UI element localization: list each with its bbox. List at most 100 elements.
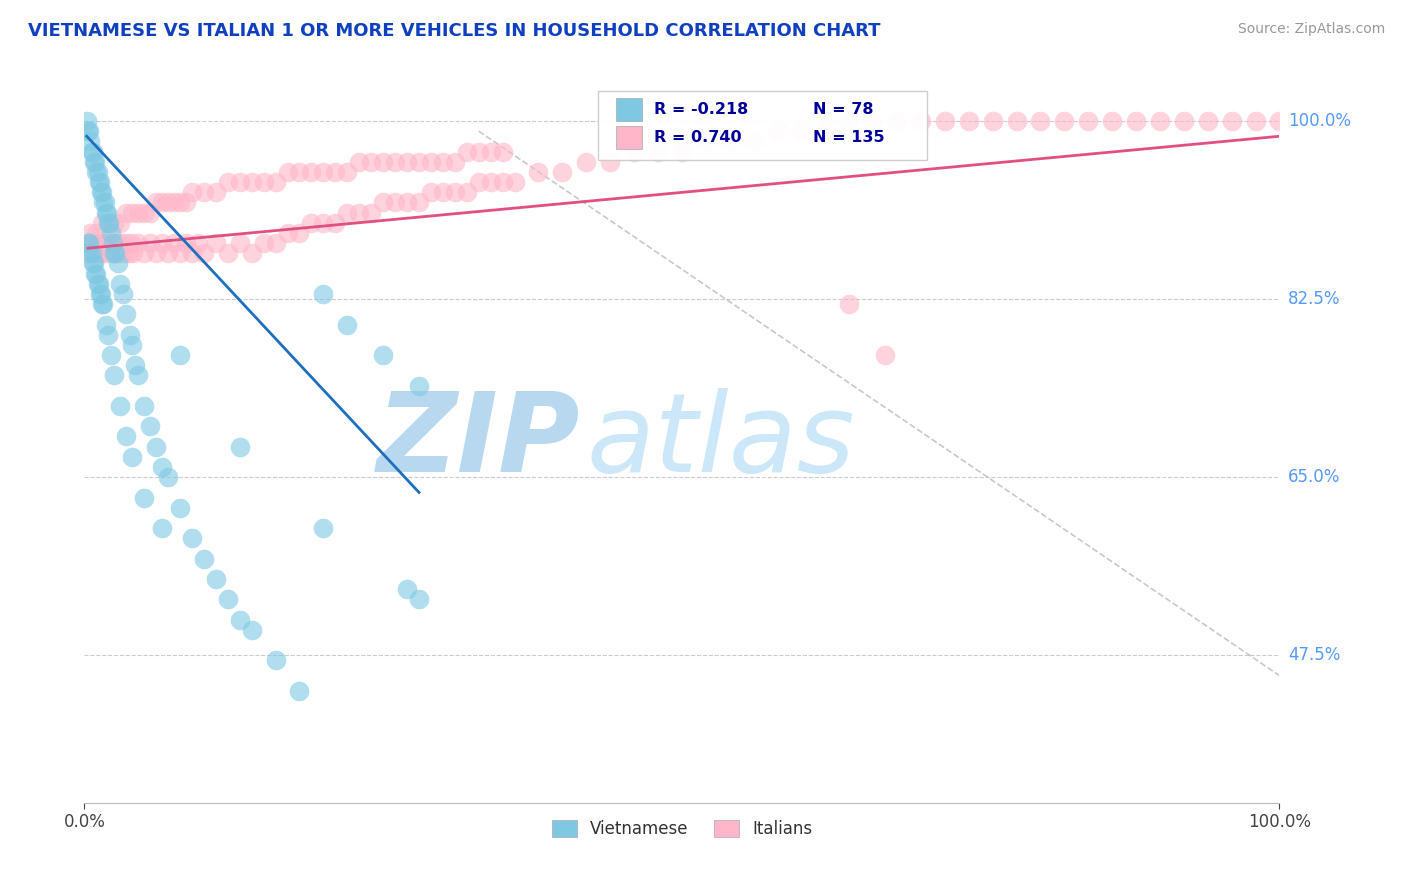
Point (150, 521, 173, 535)
Point (301, 165, 323, 179)
Point (742, 134, 765, 148)
Point (396, 195, 419, 210)
Point (86, 226, 108, 240)
Point (105, 236, 128, 251)
Point (336, 205, 359, 219)
Point (468, 175, 491, 189)
Point (349, 205, 371, 219)
Point (790, 124, 813, 138)
Point (277, 226, 299, 240)
Point (981, 114, 1004, 128)
Point (301, 216, 323, 230)
Point (1005, 114, 1028, 128)
Point (100, 226, 122, 240)
Point (150, 460, 173, 475)
Point (910, 114, 932, 128)
Point (408, 378, 430, 392)
Point (80, 145, 103, 159)
Point (145, 246, 167, 260)
Point (157, 470, 180, 484)
Text: ZIP: ZIP (377, 388, 581, 495)
Text: 47.5%: 47.5% (1288, 646, 1340, 665)
Point (432, 185, 454, 199)
Point (79, 134, 101, 148)
Point (110, 236, 132, 251)
Point (349, 154, 371, 169)
Point (77, 236, 100, 251)
Point (240, 175, 263, 189)
Point (77, 124, 100, 138)
Text: N = 135: N = 135 (814, 130, 884, 145)
Point (253, 236, 276, 251)
Point (79, 246, 101, 260)
Point (325, 165, 347, 179)
Text: N = 78: N = 78 (814, 103, 875, 118)
Point (169, 500, 191, 515)
Point (205, 236, 228, 251)
Point (107, 256, 129, 270)
Point (420, 154, 443, 169)
Point (468, 145, 491, 159)
Point (150, 236, 173, 251)
Point (886, 114, 908, 128)
Point (492, 175, 515, 189)
FancyBboxPatch shape (616, 126, 643, 149)
Point (1268, 114, 1291, 128)
Point (94, 205, 117, 219)
Point (193, 246, 215, 260)
Point (115, 429, 138, 443)
Point (103, 216, 125, 230)
Point (132, 246, 156, 260)
Point (86, 165, 108, 179)
Point (432, 154, 454, 169)
Point (862, 114, 884, 128)
Point (132, 399, 156, 413)
Point (360, 205, 382, 219)
Point (527, 165, 550, 179)
Point (957, 114, 980, 128)
Point (86, 165, 108, 179)
Point (91, 185, 114, 199)
Point (264, 653, 287, 667)
Point (115, 236, 138, 251)
Point (288, 165, 311, 179)
Point (132, 205, 156, 219)
Point (163, 195, 186, 210)
Point (93, 297, 115, 311)
Point (90, 185, 112, 199)
Text: 100.0%: 100.0% (1288, 112, 1351, 130)
Point (599, 154, 621, 169)
Point (145, 440, 167, 454)
Point (169, 246, 191, 260)
Point (456, 185, 478, 199)
Point (174, 236, 197, 251)
Point (384, 195, 406, 210)
Point (127, 236, 149, 251)
Point (336, 165, 359, 179)
Point (79, 226, 101, 240)
Point (240, 623, 263, 637)
Point (264, 175, 287, 189)
Point (193, 551, 215, 566)
Point (93, 195, 115, 210)
Point (325, 216, 347, 230)
Point (174, 195, 197, 210)
Point (82, 236, 104, 251)
Point (1125, 114, 1147, 128)
Point (93, 246, 115, 260)
Point (103, 246, 125, 260)
Point (1029, 114, 1052, 128)
Point (96, 236, 118, 251)
Point (623, 145, 645, 159)
Point (551, 165, 574, 179)
Point (117, 246, 139, 260)
Point (575, 154, 598, 169)
Point (312, 521, 335, 535)
Point (718, 134, 741, 148)
Point (253, 175, 276, 189)
Point (115, 205, 138, 219)
Point (444, 185, 467, 199)
Point (104, 246, 127, 260)
Point (87, 175, 110, 189)
Point (145, 195, 167, 210)
